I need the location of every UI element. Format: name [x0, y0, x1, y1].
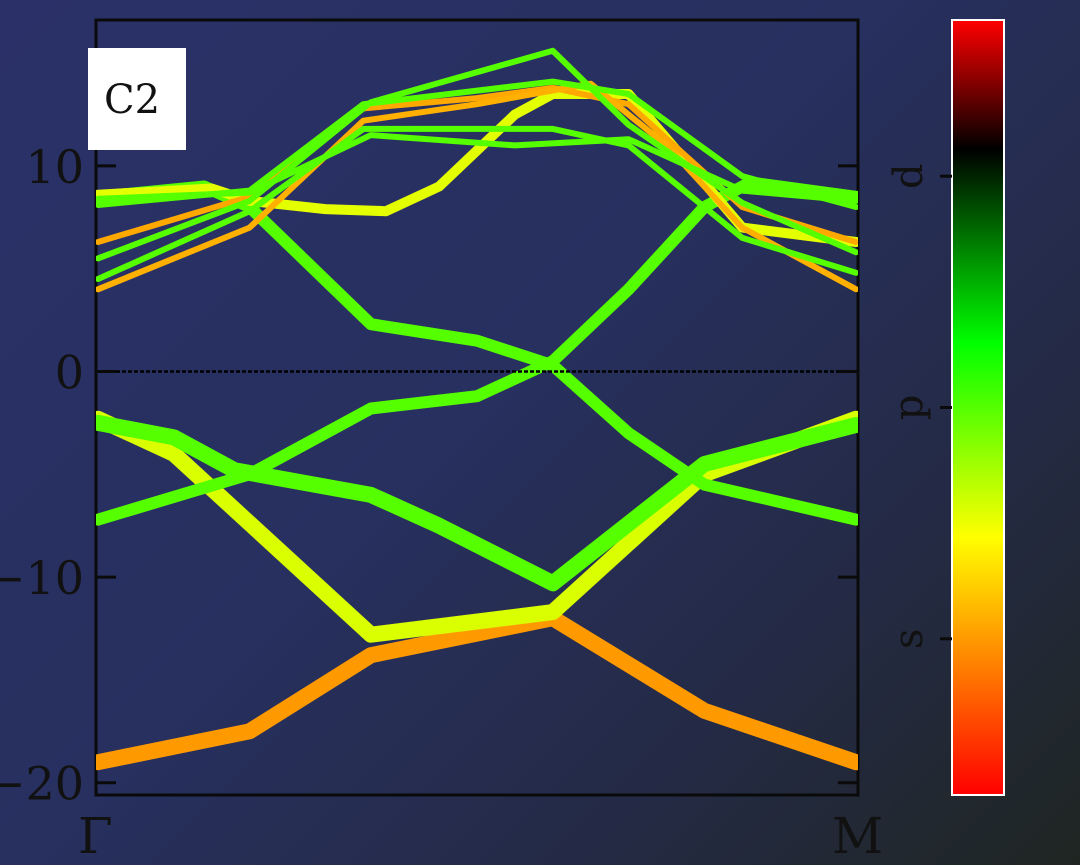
- x-tick-label-gamma: Γ: [78, 807, 113, 865]
- y-axis: 10 0 −10 −20: [0, 140, 858, 811]
- panel-label-box: [88, 48, 186, 150]
- plot-frame: [94, 18, 860, 797]
- y-tick-label: −20: [0, 757, 84, 811]
- band-1: [96, 610, 858, 771]
- colorbar-label-s: s: [886, 629, 932, 650]
- band-3: [96, 414, 858, 592]
- band-4: [96, 176, 858, 526]
- colorbar-label-p: p: [886, 395, 932, 421]
- colorbar-label-d: d: [886, 163, 932, 189]
- bands-group: [96, 47, 858, 771]
- band-6: [96, 89, 858, 247]
- y-tick-label: 10: [25, 140, 84, 194]
- colorbar-ticks: s p d: [886, 163, 952, 649]
- band-9: [96, 125, 858, 282]
- y-tick-label: −10: [0, 551, 84, 605]
- y-tick-label: 0: [55, 346, 84, 400]
- x-tick-label-m: M: [832, 807, 883, 865]
- band-7: [96, 84, 858, 245]
- band-10: [96, 47, 858, 262]
- band-8: [96, 80, 858, 293]
- panel-label: C2: [104, 77, 160, 123]
- band-12: [96, 132, 858, 204]
- colorbar: [951, 19, 1005, 796]
